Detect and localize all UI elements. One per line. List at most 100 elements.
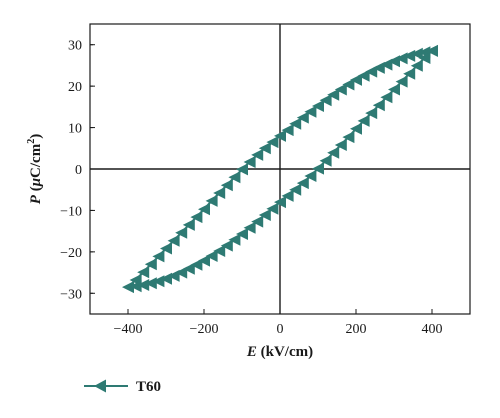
y-axis-label-mu: μ [28, 178, 44, 187]
series-point [228, 171, 241, 184]
series-point [418, 52, 431, 64]
series-point [251, 215, 264, 228]
series-point [167, 234, 180, 247]
series-point [426, 44, 438, 57]
series-point [190, 258, 203, 271]
series-point [213, 187, 226, 199]
series-point [266, 202, 279, 215]
series-point [137, 266, 150, 279]
series-point [289, 183, 302, 196]
series-point [365, 65, 378, 78]
series-point [175, 266, 188, 279]
series-point [289, 117, 302, 130]
series-point [251, 148, 264, 161]
series-point [213, 245, 226, 257]
series-point [380, 91, 393, 104]
series-point [372, 61, 385, 74]
series-point [357, 114, 370, 127]
series-point [403, 49, 416, 62]
series-point [144, 258, 157, 271]
x-axis-ticks: −400 −200 0 200 400 [114, 309, 443, 337]
y-axis-label-sup: 2 [26, 139, 37, 144]
y-axis-ticks: −30 −20 −10 0 10 20 30 [60, 39, 95, 302]
x-tick-label: 400 [422, 322, 443, 337]
series-point [319, 154, 332, 167]
series-point [137, 279, 150, 291]
legend-marker [94, 379, 106, 393]
series-point [236, 228, 248, 240]
y-tick-label: 0 [75, 163, 82, 178]
series-point [258, 209, 271, 221]
series-point [388, 55, 400, 68]
y-axis-label-unit-pre: ( [28, 186, 44, 195]
series-point [395, 75, 408, 88]
y-axis-label-var: P [28, 194, 44, 204]
series-point [342, 131, 355, 144]
zero-lines [90, 24, 470, 314]
series-point [304, 105, 317, 118]
series-point [190, 211, 203, 224]
x-tick-label: 200 [346, 322, 367, 337]
x-axis-label-unit: (kV/cm) [257, 344, 313, 360]
series-point [304, 170, 317, 182]
series-point [198, 254, 210, 267]
y-tick-label: −20 [60, 246, 82, 261]
series-point [160, 242, 172, 255]
series-point [182, 218, 195, 231]
series-point [319, 94, 332, 107]
series-point [274, 129, 286, 142]
series-layer [122, 44, 438, 294]
series-point [312, 162, 324, 175]
legend: T60 [84, 379, 161, 395]
series-point [350, 122, 362, 135]
y-tick-label: −10 [60, 204, 82, 219]
x-tick-label: 0 [277, 322, 284, 337]
y-axis-label: P (μC/cm2) [26, 134, 44, 204]
x-axis-label: E (kV/cm) [246, 344, 313, 360]
y-axis-label-unit-post: ) [28, 134, 44, 139]
series-point [388, 83, 400, 96]
series-point [220, 239, 233, 252]
series-point [395, 52, 408, 65]
series-point [122, 281, 134, 294]
series-point [274, 196, 286, 209]
series-point [182, 262, 195, 275]
series-point [327, 146, 340, 159]
series-point [334, 83, 347, 96]
series-point [372, 99, 385, 112]
series-point [334, 139, 347, 151]
series-point [205, 194, 218, 207]
series-point [220, 179, 233, 192]
series-point [312, 100, 324, 112]
legend-label: T60 [136, 379, 161, 395]
series-point [228, 233, 241, 246]
series-point [350, 73, 362, 86]
series-point [342, 78, 355, 91]
series-point [281, 189, 294, 202]
series-point [205, 250, 218, 262]
series-point [129, 280, 142, 293]
series-point [175, 226, 188, 239]
series-point [403, 67, 416, 80]
series-point [410, 59, 423, 72]
x-tick-label: −400 [114, 322, 143, 337]
y-tick-label: −30 [60, 287, 82, 302]
series-point [357, 69, 370, 82]
x-axis-label-var: E [246, 344, 257, 360]
series-point [296, 111, 309, 124]
y-tick-label: 10 [68, 122, 82, 137]
series-point [152, 250, 165, 263]
series-point [380, 58, 393, 71]
y-axis-label-unit-mid: C/cm [28, 143, 44, 178]
series-point [236, 163, 248, 176]
series-point [296, 177, 309, 190]
series-point [198, 203, 210, 216]
y-tick-label: 30 [68, 39, 82, 54]
series-point [243, 156, 256, 168]
x-tick-label: −200 [190, 322, 219, 337]
y-tick-label: 20 [68, 80, 82, 95]
series-point [243, 221, 256, 234]
series-point [327, 88, 340, 101]
series-point [410, 47, 423, 60]
